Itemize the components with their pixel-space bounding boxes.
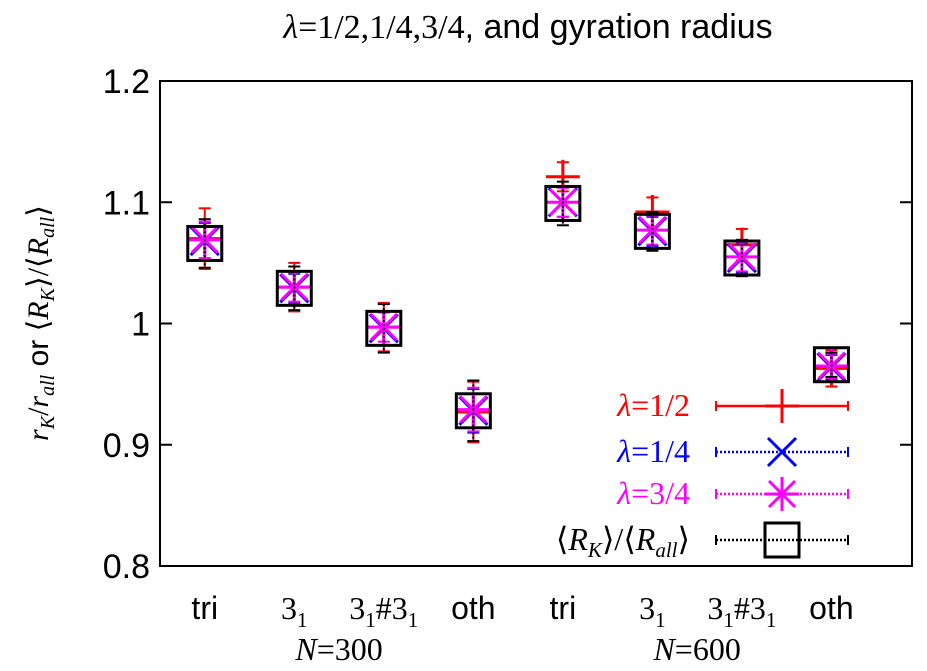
legend-label-lambda-half: λ=1/2 (616, 387, 690, 423)
legend-keys (716, 389, 848, 557)
ylabel-or: or (22, 331, 55, 374)
ylabel-close1: ⟩ (22, 276, 55, 288)
ylabel-all1: all (37, 374, 59, 396)
x-axis: tri 31 31#31 oth tri 31 31#31 oth N=300 N=600 (191, 590, 853, 667)
ylabel-all2: all (37, 216, 59, 238)
series-2 (188, 185, 849, 431)
legend-label-lambda-quarter: λ=1/4 (616, 433, 690, 469)
y-axis: 0.8 0.9 1 1.1 1.2 (103, 63, 912, 586)
ylabel-close2: ⟩ (22, 205, 55, 217)
svg-text:rK/rall or ⟨RK⟩/⟨Rall⟩: rK/rall or ⟨RK⟩/⟨Rall⟩ (22, 205, 59, 441)
x-tick-label: tri (191, 590, 218, 626)
y-tick-label: 1.1 (103, 184, 150, 222)
title-values: =1/2,1/4,3/4 (298, 9, 465, 46)
x-tick-label: tri (550, 590, 577, 626)
chart-title: λ=1/2,1/4,3/4, and gyration radius (282, 8, 772, 46)
series-3 (188, 182, 849, 441)
svg-text:λ=1/2,1/4,3/4, and gyration ra: λ=1/2,1/4,3/4, and gyration radius (282, 8, 772, 46)
legend-label-gyration: ⟨RK⟩/⟨Rall⟩ (556, 521, 690, 562)
ylabel-r4: R (22, 238, 55, 257)
plot-frame (160, 81, 912, 566)
x-tick-label: 31#31 (349, 590, 418, 632)
y-tick-label: 1.2 (103, 63, 150, 101)
y-axis-label: rK/rall or ⟨RK⟩/⟨Rall⟩ (22, 205, 59, 441)
ylabel-r2: r (22, 396, 55, 408)
x-tick-label: oth (451, 590, 495, 626)
x-tick-label: 31 (639, 590, 666, 632)
legend: λ=1/2 λ=1/4 λ=3/4 ⟨RK⟩/⟨Rall⟩ (556, 387, 848, 562)
title-rest: , and gyration radius (465, 8, 773, 46)
x-group-label: N=300 (294, 631, 382, 667)
ylabel-r3: R (22, 301, 55, 320)
ylabel-open1: ⟨ (22, 320, 55, 332)
data-marks (188, 160, 849, 443)
y-tick-label: 0.8 (103, 548, 150, 586)
y-tick-label: 0.9 (103, 427, 150, 465)
y-tick-label: 1 (131, 306, 150, 344)
title-lambda: λ (282, 9, 298, 46)
series-0 (188, 160, 849, 443)
ylabel-r1: r (22, 429, 55, 441)
x-group-label: N=600 (652, 631, 740, 667)
x-tick-label: 31 (281, 590, 308, 632)
ylabel-open2: ⟨ (22, 256, 55, 268)
legend-label-lambda-three-quarter: λ=3/4 (616, 475, 690, 511)
x-tick-label: oth (809, 590, 853, 626)
x-tick-label: 31#31 (707, 590, 776, 632)
